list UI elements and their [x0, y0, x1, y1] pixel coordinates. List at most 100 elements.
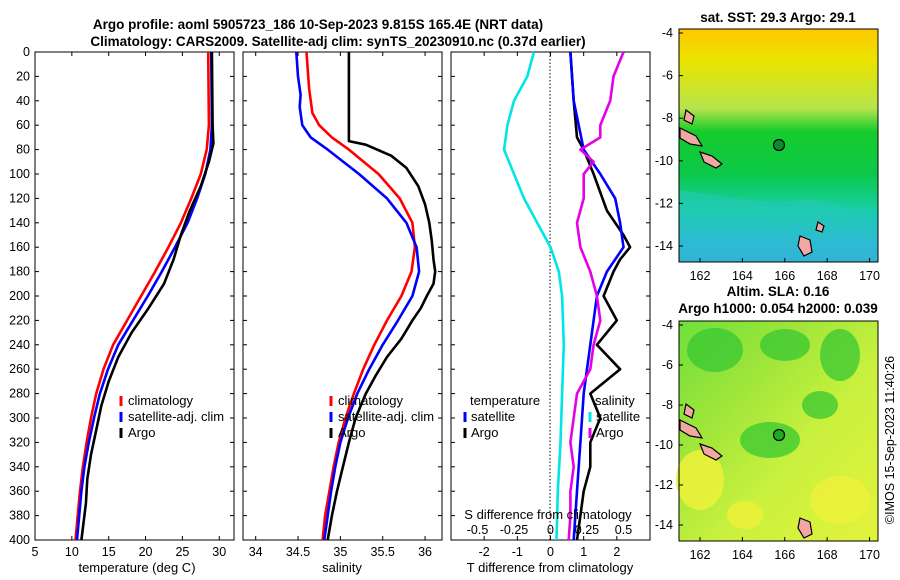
legend-label-climatology: climatology	[338, 393, 404, 408]
series-line-temperature-argo	[569, 51, 632, 541]
depth-tick-label: 60	[16, 118, 30, 132]
depth-tick-label: 140	[9, 216, 30, 230]
legend-label-argo: Argo	[338, 425, 365, 440]
map-y-tick-label: -6	[662, 358, 673, 372]
x-tick-label: 2	[613, 545, 620, 559]
s-difference-label: S difference from climatology	[464, 507, 632, 522]
x-tick-label: -1	[512, 545, 523, 559]
map-x-tick-label: 166	[774, 269, 795, 283]
series-line-satellite-adj-clim	[75, 51, 214, 541]
x-tick-label: 1	[580, 545, 587, 559]
depth-tick-label: 380	[9, 509, 30, 523]
series-line-salinity-argo	[567, 51, 625, 541]
map-y-tick-label: -4	[662, 26, 673, 40]
sla-map-subtitle: Argo h1000: 0.054 h2000: 0.039	[678, 301, 878, 316]
s-tick-label: 0.5	[615, 523, 632, 537]
differences-panel: -2 -1 0 1 2 -0.5 -0.25 0 0.25 0.5 temperature sat…	[450, 51, 651, 575]
temperature-axes	[34, 51, 235, 541]
s-tick-label: 0	[547, 523, 554, 537]
sst-map-panel: sat. SST: 29.3 Argo: 29.1 162 164 166 168 17…	[655, 10, 880, 283]
depth-tick-label: 120	[9, 191, 30, 205]
legend-title-salinity: salinity	[595, 393, 635, 408]
title-line-1: Argo profile: aoml 5905723_186 10-Sep-20…	[93, 17, 543, 32]
map-y-tick-label: -10	[655, 154, 673, 168]
sst-land	[679, 108, 825, 257]
title-line-2: Climatology: CARS2009. Satellite-adj cli…	[90, 34, 585, 49]
sla-lows	[676, 450, 870, 529]
t-difference-label: T difference from climatology	[467, 560, 634, 575]
depth-tick-label: 280	[9, 387, 30, 401]
sla-map-title: Altim. SLA: 0.16	[727, 284, 830, 299]
x-tick-label: -2	[479, 545, 490, 559]
sst-map-frame	[678, 28, 879, 263]
depth-tick-label: 80	[16, 143, 30, 157]
series-line-argo	[326, 52, 437, 541]
map-y-tick-label: -8	[662, 111, 673, 125]
depth-tick-label: 20	[16, 69, 30, 83]
x-tick-label: 15	[102, 545, 116, 559]
x-tick-label: 30	[212, 545, 226, 559]
differences-axes	[450, 51, 651, 541]
legend-label-sal-argo: Argo	[596, 425, 623, 440]
legend-label-satellite: satellite-adj. clim	[128, 409, 224, 424]
depth-tick-label: 180	[9, 265, 30, 279]
sla-highs	[687, 328, 860, 458]
x-tick-label: 5	[32, 545, 39, 559]
imos-credit: ©IMOS 15-Sep-2023 11:40:26	[883, 356, 897, 524]
map-x-tick-label: 162	[690, 548, 711, 562]
x-tick-label: 34.5	[286, 545, 310, 559]
depth-tick-label: 400	[9, 533, 30, 547]
salinity-legend: climatology satellite-adj. clim Argo	[329, 393, 434, 440]
salinity-xlabel: salinity	[322, 560, 362, 575]
depth-tick-label: 200	[9, 289, 30, 303]
argo-float-marker	[772, 138, 786, 152]
sst-map-title: sat. SST: 29.3 Argo: 29.1	[700, 10, 856, 25]
x-tick-label: 10	[65, 545, 79, 559]
legend-label-satellite: satellite-adj. clim	[338, 409, 434, 424]
x-tick-label: 34	[249, 545, 263, 559]
map-y-tick-label: -6	[662, 69, 673, 83]
depth-tick-label: 100	[9, 167, 30, 181]
series-line-satellite-adj-clim	[295, 51, 421, 541]
legend-title-temperature: temperature	[470, 393, 540, 408]
map-y-tick-label: -14	[655, 518, 673, 532]
sst-cool-patch	[679, 190, 878, 262]
series-line-argo	[80, 51, 215, 541]
salinity-panel: 34 34.5 35 35.5 36 climatology satellite-adj…	[242, 51, 443, 575]
s-tick-label: -0.25	[500, 523, 529, 537]
depth-tick-label: 300	[9, 411, 30, 425]
legend-label-argo: Argo	[128, 425, 155, 440]
series-line-climatology	[305, 51, 417, 541]
map-x-tick-label: 162	[690, 269, 711, 283]
sla-land	[679, 402, 813, 539]
legend-label-temp-satellite: satellite	[471, 409, 515, 424]
depth-tick-label: 240	[9, 338, 30, 352]
x-tick-label: 36	[418, 545, 432, 559]
s-tick-label: 0.25	[575, 523, 599, 537]
map-x-tick-label: 166	[774, 548, 795, 562]
map-x-tick-label: 170	[859, 269, 880, 283]
series-line-temperature-satellite	[502, 51, 566, 541]
depth-tick-label: 320	[9, 435, 30, 449]
depth-tick-label: 360	[9, 484, 30, 498]
x-tick-label: 0	[547, 545, 554, 559]
x-tick-label: 35	[333, 545, 347, 559]
legend-label-temp-argo: Argo	[471, 425, 498, 440]
differences-legend: temperature satellite Argo salinity sate…	[463, 393, 640, 440]
depth-tick-label: 260	[9, 362, 30, 376]
depth-tick-label: 160	[9, 240, 30, 254]
map-y-tick-label: -12	[655, 478, 673, 492]
sla-map-panel: Altim. SLA: 0.16 Argo h1000: 0.054 h2000…	[655, 284, 880, 562]
map-x-tick-label: 164	[732, 548, 753, 562]
x-tick-label: 25	[175, 545, 189, 559]
argo-float-marker	[772, 428, 786, 442]
map-x-tick-label: 168	[817, 548, 838, 562]
legend-label-sal-satellite: satellite	[596, 409, 640, 424]
map-y-tick-label: -12	[655, 196, 673, 210]
x-tick-label: 20	[139, 545, 153, 559]
depth-tick-label: 340	[9, 460, 30, 474]
map-x-tick-label: 164	[732, 269, 753, 283]
s-tick-label: -0.5	[467, 523, 489, 537]
map-y-tick-label: -14	[655, 239, 673, 253]
